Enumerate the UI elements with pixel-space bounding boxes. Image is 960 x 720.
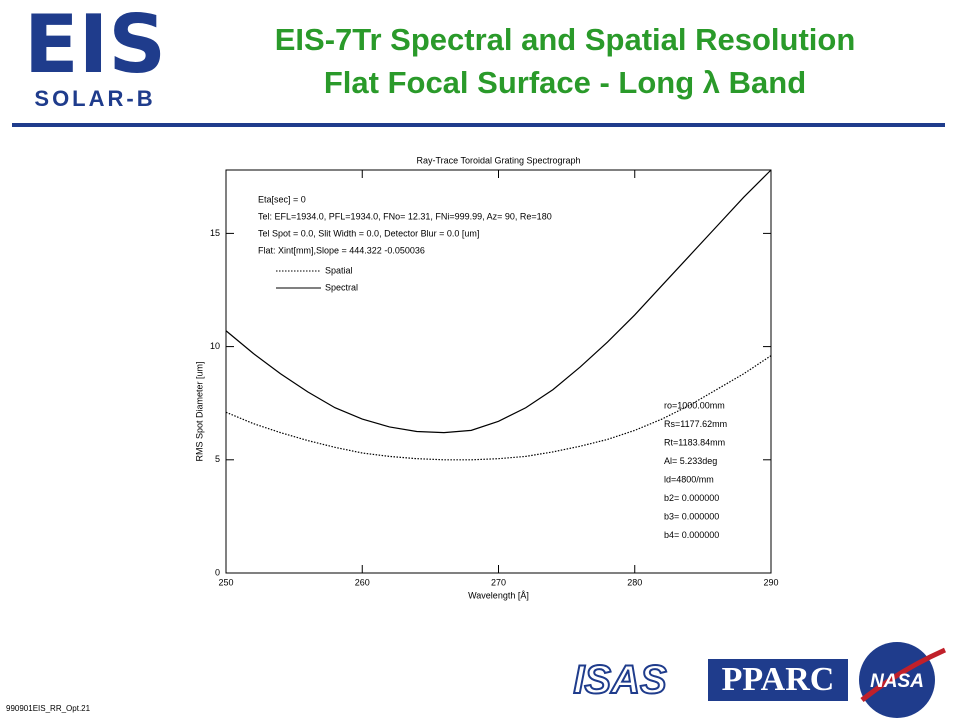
y-axis-label: RMS Spot Diameter [um] [194,361,204,461]
footer: 990901EIS_RR_Opt.21 [6,704,91,713]
note: b3= 0.000000 [664,511,719,521]
legend-label: Spatial [325,265,353,275]
x-tick-label: 290 [763,577,778,587]
annotation: Tel Spot = 0.0, Slit Width = 0.0, Detect… [258,228,479,238]
x-tick-label: 270 [491,577,506,587]
nasa-logo-bg [859,642,935,718]
pparc-logo-bg [708,659,848,701]
x-tick-label: 250 [218,577,233,587]
annotation: Flat: Xint[mm],Slope = 444.322 -0.050036 [258,245,425,255]
logo: EIS [24,0,166,91]
y-tick-label: 0 [215,567,220,577]
note: Rs=1177.62mm [664,419,727,429]
x-axis-label: Wavelength [Å] [468,590,529,600]
note: Al= 5.233deg [664,456,717,466]
series-line [225,169,772,434]
nasa-logo: NASA [870,671,924,692]
y-tick-label: 5 [215,454,220,464]
note: Rt=1183.84mm [664,437,725,447]
pparc-logo: PPARC [722,661,835,698]
slide-title: EIS-7Tr Spectral and Spatial Resolution [275,22,856,57]
note: b2= 0.000000 [664,493,719,503]
annotation: Tel: EFL=1934.0, PFL=1934.0, FNo= 12.31,… [258,211,552,221]
y-tick-label: 10 [210,341,220,351]
logo-sub: SOLAR-B [34,86,155,111]
legend-label: Spectral [325,282,358,292]
slide-title: Flat Focal Surface - Long λ Band [324,65,806,100]
chart-title: Ray-Trace Toroidal Grating Spectrograph [416,155,580,165]
y-tick-label: 15 [210,228,220,238]
note: b4= 0.000000 [664,530,719,540]
series-line [225,355,772,461]
isas-logo: ISAS [573,658,667,702]
x-tick-label: 260 [355,577,370,587]
note: ro=1000.00mm [664,400,725,410]
chart: Ray-Trace Toroidal Grating Spectrograph W… [194,155,778,600]
annotation: Eta[sec] = 0 [258,194,306,204]
x-tick-label: 280 [627,577,642,587]
nasa-swoosh [860,647,947,702]
note: ld=4800/mm [664,474,714,484]
